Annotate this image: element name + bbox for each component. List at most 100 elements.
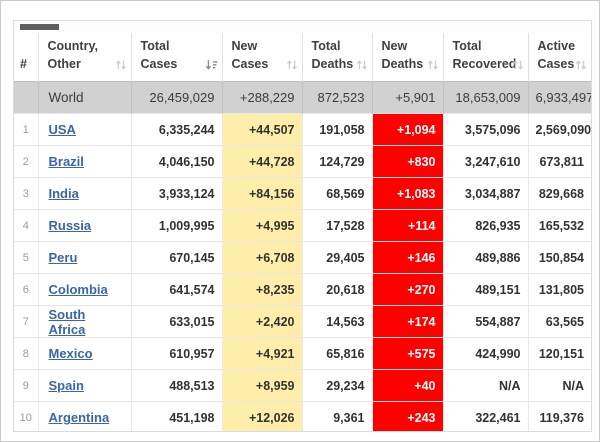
cell-country: South Africa: [37, 305, 131, 338]
cell-total_recovered: 489,886: [442, 241, 528, 274]
cell-new_deaths: +1,083: [371, 177, 443, 210]
cell-total_cases: 633,015: [130, 305, 222, 338]
table-row: 4 Russia 1,009,995 +4,995 17,528 +114 826,935 1…: [14, 209, 591, 242]
cell-new_cases: +288,229: [221, 81, 302, 114]
column-header-new_cases[interactable]: New Cases: [221, 33, 302, 82]
covid-stats-table-panel: # Country, Other Total Cases New Cases Total Dea…: [13, 20, 592, 432]
table-row: 6 Colombia 641,574 +8,235 20,618 +270 489,151 1…: [14, 273, 591, 306]
country-link[interactable]: Brazil: [48, 154, 84, 169]
column-header-label-line: New: [381, 39, 408, 53]
column-header-rank: #: [14, 33, 38, 82]
cell-rank: 7: [14, 305, 38, 338]
cell-active_cases: 673,811: [527, 145, 591, 178]
cell-total_deaths: 20,618: [301, 273, 372, 306]
country-link[interactable]: South Africa: [48, 306, 86, 337]
cell-total_recovered: 554,887: [442, 305, 528, 338]
table-row: 10 Argentina 451,198 +12,026 9,361 +243 322,46…: [14, 401, 591, 431]
cell-rank: 4: [14, 209, 38, 242]
cell-new_deaths: +114: [371, 209, 443, 242]
cell-rank: 5: [14, 241, 38, 274]
cell-new_deaths: +146: [371, 241, 443, 274]
cell-total_recovered: 18,653,009: [442, 81, 528, 114]
cell-total_deaths: 872,523: [301, 81, 372, 114]
column-header-label-line: Other: [47, 56, 81, 71]
table-row: 8 Mexico 610,957 +4,921 65,816 +575 424,990 120…: [14, 337, 591, 370]
country-link[interactable]: USA: [48, 122, 76, 137]
cell-new_deaths: +174: [371, 305, 443, 338]
cell-rank: [14, 81, 38, 114]
column-header-label-line: Active: [537, 39, 576, 53]
cell-new_deaths: +830: [371, 145, 443, 178]
country-link[interactable]: Colombia: [48, 282, 108, 297]
column-header-label-line: Cases: [231, 56, 269, 71]
country-link[interactable]: Russia: [48, 218, 92, 233]
cell-total_deaths: 65,816: [301, 337, 372, 370]
covid-stats-table: # Country, Other Total Cases New Cases Total Dea…: [14, 33, 591, 431]
cell-country: Argentina: [37, 401, 131, 431]
cell-active_cases: 165,532: [527, 209, 591, 242]
cell-active_cases: 150,854: [527, 241, 591, 274]
header-row: # Country, Other Total Cases New Cases Total Dea…: [14, 33, 591, 82]
cell-active_cases: 829,668: [527, 177, 591, 210]
cell-country: Spain: [37, 369, 131, 402]
column-header-label-line: #: [20, 56, 27, 71]
country-link[interactable]: Mexico: [48, 346, 93, 361]
column-header-total_deaths[interactable]: Total Deaths: [301, 33, 372, 82]
table-row: 3 India 3,933,124 +84,156 68,569 +1,083 3,034,…: [14, 177, 591, 210]
cell-total_cases: 610,957: [130, 337, 222, 370]
cell-new_cases: +4,995: [221, 209, 302, 242]
column-header-label-line: Recovered: [452, 56, 517, 71]
cell-total_cases: 451,198: [130, 401, 222, 431]
sort-toggle-icon: [115, 59, 127, 71]
cell-new_deaths: +1,094: [371, 113, 443, 146]
column-header-label: New Cases: [232, 38, 298, 73]
cell-country: World: [37, 81, 131, 114]
country-link[interactable]: Spain: [48, 378, 84, 393]
cell-total_recovered: 3,575,096: [442, 113, 528, 146]
column-header-label-line: Total: [311, 39, 341, 53]
cell-country: Peru: [37, 241, 131, 274]
column-header-active_cases[interactable]: Active Cases: [527, 33, 591, 82]
column-header-label: Active Cases: [538, 38, 588, 73]
country-link[interactable]: Peru: [48, 250, 78, 265]
column-header-new_deaths[interactable]: New Deaths: [371, 33, 443, 82]
cell-country: Mexico: [37, 337, 131, 370]
country-link[interactable]: India: [48, 186, 79, 201]
column-header-label: Total Recovered: [453, 38, 524, 73]
cell-new_cases: +6,708: [221, 241, 302, 274]
cell-rank: 9: [14, 369, 38, 402]
cell-active_cases: 63,565: [527, 305, 591, 338]
column-header-label-line: Total: [140, 39, 170, 53]
cell-rank: 2: [14, 145, 38, 178]
table-row: 7 South Africa 633,015 +2,420 14,563 +174 554,…: [14, 305, 591, 338]
column-header-label: #: [20, 56, 34, 74]
sort-toggle-icon: [286, 59, 298, 71]
column-header-total_recovered[interactable]: Total Recovered: [442, 33, 528, 82]
country-link[interactable]: Argentina: [48, 410, 110, 426]
scrollbar-thumb[interactable]: [20, 24, 59, 30]
world-summary-row: World 26,459,029 +288,229 872,523 +5,901 18,6…: [14, 81, 591, 114]
cell-new_cases: +4,921: [221, 337, 302, 370]
cell-new_deaths: +243: [371, 401, 443, 431]
cell-total_recovered: N/A: [442, 369, 528, 402]
cell-total_cases: 488,513: [130, 369, 222, 402]
cell-rank: 10: [14, 401, 38, 431]
cell-country: Colombia: [37, 273, 131, 306]
cell-new_cases: +12,026: [221, 401, 302, 431]
cell-total_deaths: 17,528: [301, 209, 372, 242]
cell-new_cases: +44,507: [221, 113, 302, 146]
column-header-total_cases[interactable]: Total Cases: [130, 33, 222, 82]
cell-total_recovered: 489,151: [442, 273, 528, 306]
horizontal-scrollbar[interactable]: [14, 21, 591, 33]
cell-total_recovered: 3,034,887: [442, 177, 528, 210]
cell-new_deaths: +40: [371, 369, 443, 402]
cell-total_recovered: 3,247,610: [442, 145, 528, 178]
column-header-label: Total Deaths: [312, 38, 368, 73]
cell-new_cases: +8,959: [221, 369, 302, 402]
cell-new_cases: +44,728: [221, 145, 302, 178]
cell-total_deaths: 124,729: [301, 145, 372, 178]
cell-new_cases: +8,235: [221, 273, 302, 306]
sort-toggle-icon: [512, 59, 524, 71]
column-header-country[interactable]: Country, Other: [37, 33, 131, 82]
